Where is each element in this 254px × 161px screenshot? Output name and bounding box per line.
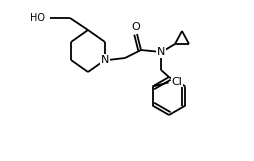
Text: N: N <box>157 47 165 57</box>
Text: HO: HO <box>30 13 45 23</box>
Text: N: N <box>101 55 109 65</box>
Text: O: O <box>132 22 140 32</box>
Text: Cl: Cl <box>171 76 182 86</box>
